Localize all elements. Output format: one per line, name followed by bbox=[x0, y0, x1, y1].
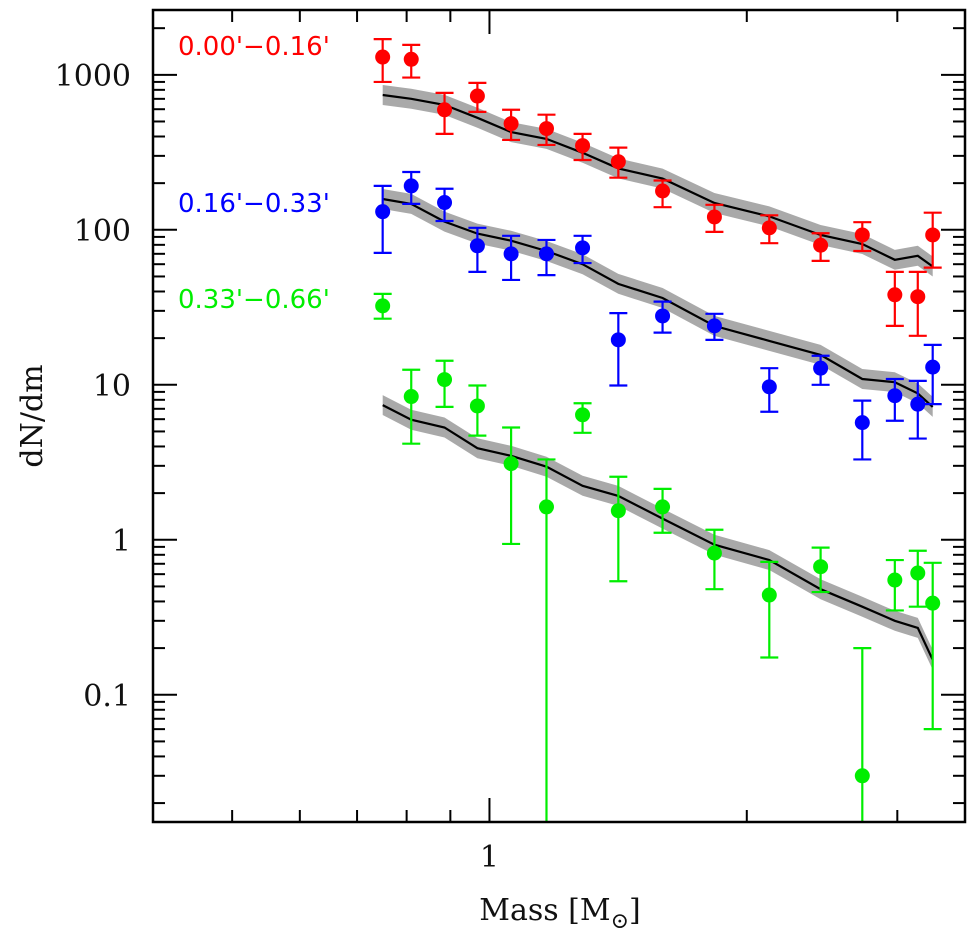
data-point bbox=[706, 318, 722, 334]
error-bar bbox=[373, 184, 392, 254]
data-point bbox=[575, 240, 591, 256]
data-point bbox=[403, 389, 419, 405]
data-point bbox=[925, 359, 941, 375]
data-point bbox=[503, 116, 519, 132]
data-point bbox=[887, 388, 903, 404]
y-tick-label: 10 bbox=[93, 369, 131, 404]
data-point bbox=[854, 768, 870, 784]
x-axis-title: Mass [M⊙] bbox=[479, 893, 641, 934]
data-point bbox=[910, 565, 926, 581]
data-point bbox=[761, 587, 777, 603]
data-point bbox=[469, 238, 485, 254]
data-point bbox=[403, 51, 419, 67]
data-point bbox=[813, 237, 829, 253]
axes bbox=[151, 8, 967, 824]
data-point bbox=[403, 178, 419, 194]
y-tick-label: 0.1 bbox=[83, 679, 131, 714]
plot-frame bbox=[151, 8, 967, 824]
data-point bbox=[706, 545, 722, 561]
model-lines bbox=[382, 93, 934, 661]
ticks bbox=[153, 10, 965, 822]
data-point bbox=[854, 227, 870, 243]
data-point bbox=[437, 195, 453, 211]
data-points bbox=[375, 49, 941, 784]
data-point bbox=[610, 503, 626, 519]
data-point bbox=[925, 227, 941, 243]
y-tick-label: 1 bbox=[112, 524, 131, 559]
error-bar bbox=[402, 368, 421, 445]
legend: 0.00'−0.16' 0.16'−0.33' 0.33'−0.66' bbox=[178, 32, 330, 315]
data-point bbox=[575, 138, 591, 154]
data-point bbox=[887, 287, 903, 303]
data-point bbox=[375, 49, 391, 65]
data-point bbox=[813, 360, 829, 376]
x-tick-label: 1 bbox=[480, 840, 499, 875]
data-point bbox=[910, 289, 926, 305]
model-line-2 bbox=[382, 404, 934, 661]
data-point bbox=[503, 246, 519, 262]
data-point bbox=[575, 407, 591, 423]
data-point bbox=[538, 121, 554, 137]
data-point bbox=[854, 415, 870, 431]
data-point bbox=[761, 220, 777, 236]
error-bar bbox=[853, 647, 872, 822]
model-band-1 bbox=[382, 189, 933, 417]
legend-label-1: 0.16'−0.33' bbox=[178, 189, 330, 219]
data-point bbox=[538, 499, 554, 515]
error-bar bbox=[923, 561, 942, 731]
error-bar bbox=[609, 475, 628, 583]
tick-labels: 1 0.1 1 10 100 1000 bbox=[55, 59, 499, 875]
error-bar bbox=[760, 560, 779, 659]
legend-label-0: 0.00'−0.16' bbox=[178, 32, 330, 62]
data-point bbox=[375, 298, 391, 314]
data-point bbox=[375, 204, 391, 220]
model-band-2 bbox=[382, 395, 933, 670]
data-point bbox=[437, 372, 453, 388]
data-point bbox=[610, 154, 626, 170]
data-point bbox=[761, 379, 777, 395]
data-point bbox=[887, 572, 903, 588]
error-bar bbox=[502, 426, 521, 546]
model-bands bbox=[382, 85, 933, 670]
y-tick-label: 100 bbox=[74, 214, 131, 249]
data-point bbox=[503, 456, 519, 472]
y-tick-label: 1000 bbox=[55, 59, 131, 94]
data-point bbox=[538, 246, 554, 262]
error-bar bbox=[537, 458, 556, 822]
legend-label-2: 0.33'−0.66' bbox=[178, 285, 330, 315]
model-line-0 bbox=[382, 93, 934, 268]
data-point bbox=[910, 396, 926, 412]
y-axis-title: dN/dm bbox=[15, 364, 50, 467]
data-point bbox=[655, 183, 671, 199]
data-point bbox=[469, 398, 485, 414]
data-point bbox=[813, 559, 829, 575]
data-point bbox=[437, 102, 453, 118]
data-point bbox=[706, 209, 722, 225]
data-point bbox=[925, 595, 941, 611]
data-point bbox=[655, 308, 671, 324]
data-point bbox=[610, 332, 626, 348]
error-bar bbox=[609, 312, 628, 387]
data-point bbox=[469, 88, 485, 104]
data-point bbox=[655, 499, 671, 515]
model-line-1 bbox=[382, 197, 934, 408]
